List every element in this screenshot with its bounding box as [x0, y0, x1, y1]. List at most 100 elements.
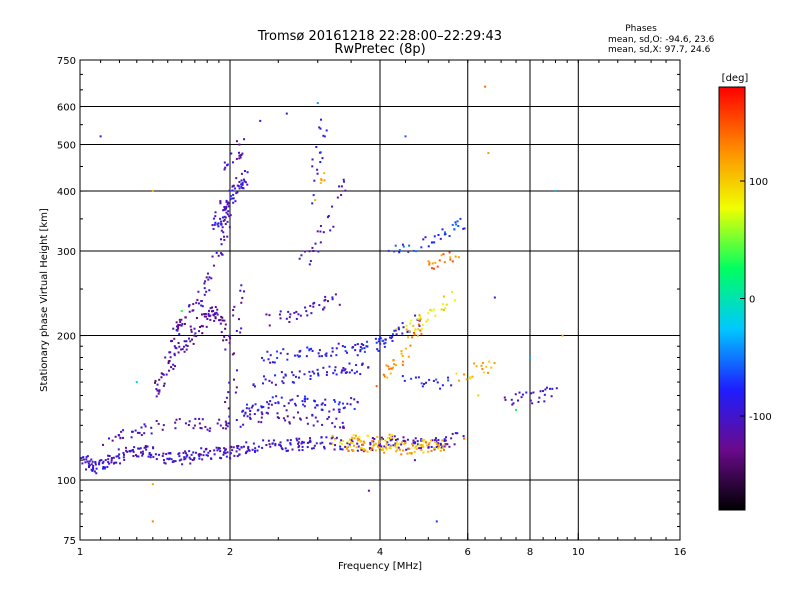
data-point: [325, 373, 328, 376]
data-point: [235, 177, 238, 180]
data-point: [271, 442, 274, 445]
data-point: [309, 437, 312, 440]
data-point: [229, 457, 232, 460]
data-point: [391, 438, 394, 441]
data-point: [199, 427, 202, 430]
data-point: [387, 443, 390, 446]
data-point: [371, 440, 374, 443]
data-point: [158, 390, 161, 393]
data-point: [225, 396, 228, 399]
data-point: [135, 381, 138, 384]
data-point: [341, 402, 344, 405]
data-point: [218, 418, 221, 421]
data-point: [235, 386, 238, 389]
data-point: [352, 434, 355, 437]
data-point: [119, 462, 122, 465]
data-point: [85, 456, 88, 459]
data-point: [277, 417, 280, 420]
data-point: [145, 446, 148, 449]
data-point: [81, 462, 84, 465]
data-point: [397, 328, 400, 331]
data-point: [235, 140, 238, 143]
data-point: [441, 303, 444, 306]
data-point: [306, 314, 309, 317]
data-point: [217, 222, 220, 225]
data-point: [112, 456, 115, 459]
data-point: [131, 430, 134, 433]
data-point: [218, 319, 221, 322]
data-point: [297, 411, 300, 414]
data-point: [314, 406, 317, 409]
data-point: [407, 355, 410, 358]
data-point: [169, 356, 172, 359]
data-point: [205, 290, 208, 293]
data-point: [543, 393, 546, 396]
data-point: [280, 371, 283, 374]
data-point: [338, 303, 341, 306]
data-point: [136, 431, 139, 434]
data-point: [301, 449, 304, 452]
data-point: [286, 449, 289, 452]
data-point: [312, 424, 315, 427]
data-point: [421, 438, 424, 441]
data-point: [155, 458, 158, 461]
data-point: [306, 441, 309, 444]
data-point: [402, 436, 405, 439]
data-point: [434, 261, 437, 264]
data-point: [211, 306, 214, 309]
data-point: [243, 290, 246, 293]
data-point: [397, 326, 400, 329]
data-point: [390, 433, 393, 436]
data-point: [260, 411, 263, 414]
data-point: [92, 466, 95, 469]
data-point: [421, 323, 424, 326]
data-point: [419, 316, 422, 319]
data-point: [316, 230, 319, 233]
data-point: [443, 261, 446, 264]
data-point: [372, 445, 375, 448]
data-point: [411, 444, 414, 447]
data-point: [359, 346, 362, 349]
data-point: [395, 446, 398, 449]
data-point: [240, 172, 243, 175]
data-point: [212, 309, 215, 312]
data-point: [216, 308, 219, 311]
data-point: [268, 314, 271, 317]
data-point: [225, 199, 228, 202]
data-point: [265, 313, 268, 316]
data-point: [139, 447, 142, 450]
data-point: [228, 341, 231, 344]
data-point: [174, 460, 177, 463]
data-point: [340, 371, 343, 374]
data-point: [237, 185, 240, 188]
data-point: [117, 455, 120, 458]
data-point: [435, 446, 438, 449]
data-point: [212, 227, 215, 230]
data-point: [231, 353, 234, 356]
data-point: [395, 450, 398, 453]
data-point: [203, 313, 206, 316]
data-point: [206, 317, 209, 320]
data-point: [539, 390, 542, 393]
data-point: [241, 296, 244, 299]
data-point: [323, 445, 326, 448]
data-point: [454, 221, 457, 224]
data-point: [340, 439, 343, 442]
data-point: [103, 466, 106, 469]
data-point: [257, 445, 260, 448]
data-point: [201, 325, 204, 328]
data-point: [284, 373, 287, 376]
data-point: [543, 400, 546, 403]
data-point: [406, 452, 409, 455]
data-point: [422, 440, 425, 443]
data-point: [140, 451, 143, 454]
data-point: [456, 432, 459, 435]
data-point: [163, 382, 166, 385]
data-point: [232, 446, 235, 449]
data-point: [312, 305, 315, 308]
data-point: [350, 441, 353, 444]
data-point: [366, 450, 369, 453]
data-point: [487, 152, 490, 155]
data-point: [253, 413, 256, 416]
data-point: [352, 449, 355, 452]
